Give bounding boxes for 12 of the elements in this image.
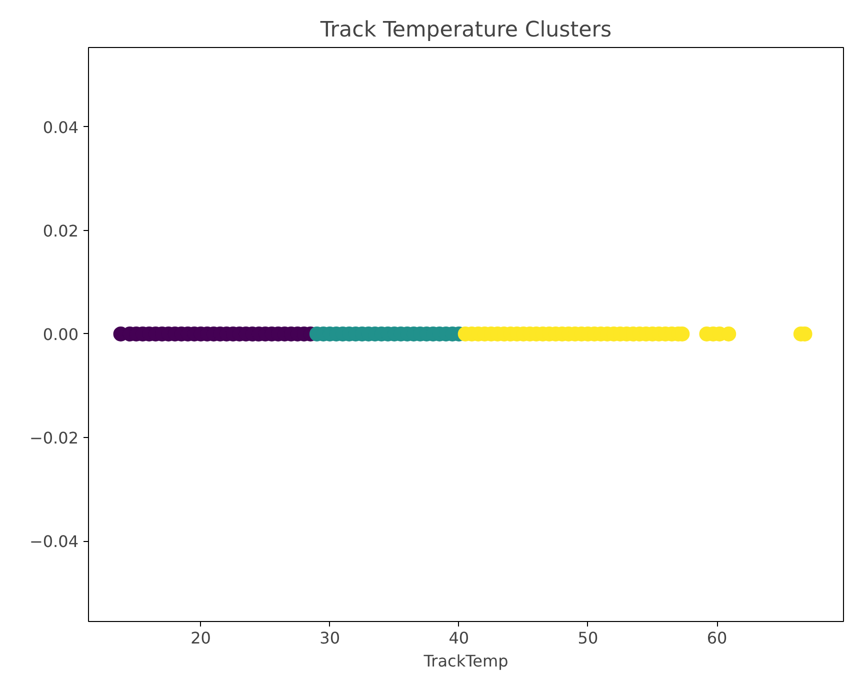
x-tick-label: 30: [320, 628, 340, 648]
x-tick-label: 20: [190, 628, 211, 648]
y-tick-label: 0.00: [42, 324, 78, 344]
x-axis-title: TrackTemp: [422, 652, 508, 670]
y-tick-label: −0.04: [29, 532, 78, 552]
x-tick-label: 50: [578, 628, 598, 648]
x-tick-label: 60: [706, 628, 728, 648]
y-tick-label: 0.02: [42, 221, 78, 240]
y-tick-label: 0.04: [42, 118, 78, 137]
chart-title: Track Temperature Clusters: [319, 18, 612, 42]
x-tick-label: 40: [448, 628, 470, 648]
y-tick-label: −0.02: [29, 428, 78, 448]
